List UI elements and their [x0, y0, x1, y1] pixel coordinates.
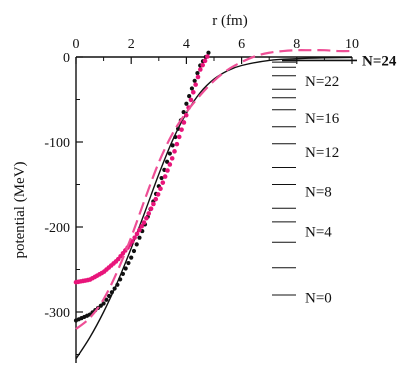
series-2-point	[193, 82, 198, 87]
series-2-point	[174, 141, 180, 147]
series-1-point	[192, 78, 197, 83]
series-1-point	[173, 134, 178, 140]
series-1-point	[120, 271, 126, 277]
series-2-point	[160, 180, 166, 185]
series-1-point	[164, 159, 170, 164]
y-tick-label: -300	[44, 306, 70, 321]
series-3-dashed-magenta_dash-line	[75, 49, 353, 330]
series-1-point	[126, 260, 131, 266]
series-1-point	[107, 293, 112, 299]
series-2-point	[162, 174, 168, 179]
series-1-point	[118, 277, 123, 282]
series-2-point	[169, 156, 175, 161]
x-tick-label: 4	[183, 37, 190, 52]
y-tick-label: -200	[44, 221, 70, 236]
series-2-point	[134, 231, 140, 237]
level-label: N=0	[305, 291, 332, 307]
axes	[75, 56, 352, 363]
series-2-point	[198, 67, 203, 72]
series-1-point	[112, 286, 117, 291]
series-2-point	[181, 120, 187, 125]
x-tick-label: 10	[345, 37, 359, 52]
series-1-point	[195, 71, 200, 76]
series-1-point	[170, 143, 175, 148]
series-1-point	[184, 101, 189, 106]
ticks: 0 2 4 6 8 10 0 -100 -200 -300	[44, 37, 359, 355]
series-2-point	[132, 235, 137, 240]
series-2-point	[144, 215, 149, 221]
series-2-point	[165, 168, 170, 173]
series-2-point	[188, 97, 194, 103]
y-axis-title: potential (MeV)	[12, 161, 28, 258]
series-1-point	[129, 255, 134, 260]
level-label: N=24	[362, 53, 397, 69]
series-2-point	[195, 74, 201, 80]
series-1-point	[159, 175, 164, 181]
series-2-point	[200, 62, 205, 68]
series-2-point	[146, 211, 152, 216]
series-2-point	[151, 201, 156, 207]
series-2-point	[148, 206, 154, 212]
series-1-dotted-black	[73, 50, 211, 323]
x-tick-label: 6	[238, 37, 245, 52]
series-2-point	[155, 192, 161, 197]
series-2-point	[167, 162, 173, 167]
series-1-point	[104, 297, 109, 302]
series-1-point	[181, 109, 186, 115]
series-2-point	[137, 227, 142, 233]
series-2-point	[205, 54, 210, 59]
series-2-point	[183, 112, 189, 118]
series-1-point	[176, 126, 181, 131]
series-1-point	[109, 290, 114, 295]
level-label: N=16	[305, 111, 340, 127]
energy-levels: N=24 N=22 N=16 N=12 N=8 N=4 N=0	[272, 53, 397, 307]
series-2-point	[158, 186, 163, 192]
series-2-point	[179, 127, 184, 132]
series-2-point	[139, 224, 144, 229]
x-tick-label: 8	[293, 37, 300, 52]
series-group	[73, 49, 353, 360]
series-0-solid-black-line	[75, 56, 353, 360]
series-1-point	[131, 248, 137, 254]
level-label: N=12	[305, 145, 339, 161]
series-2-point	[202, 58, 208, 64]
level-label: N=4	[305, 224, 332, 240]
series-1-point	[189, 86, 195, 91]
y-tick-label: -100	[44, 136, 70, 151]
series-1-point	[167, 151, 172, 156]
series-1-point	[134, 242, 139, 247]
series-1-point	[187, 94, 192, 99]
series-2-point	[141, 220, 147, 225]
series-2-point	[191, 89, 196, 95]
x-axis-title: r (fm)	[212, 13, 247, 29]
series-2-point	[176, 134, 182, 140]
y-tick-label: 0	[63, 51, 70, 66]
series-1-point	[206, 50, 211, 55]
x-tick-label: 0	[73, 37, 80, 52]
x-tick-label: 2	[128, 37, 135, 52]
series-1-point	[137, 235, 142, 240]
series-2-point	[153, 196, 159, 202]
level-label: N=8	[305, 184, 332, 200]
series-2-dotted-magenta	[73, 54, 210, 285]
series-1-point	[115, 282, 120, 287]
series-1-point	[101, 301, 106, 306]
level-label: N=22	[305, 74, 339, 90]
series-1-point	[123, 266, 128, 271]
series-2-point	[172, 149, 177, 154]
